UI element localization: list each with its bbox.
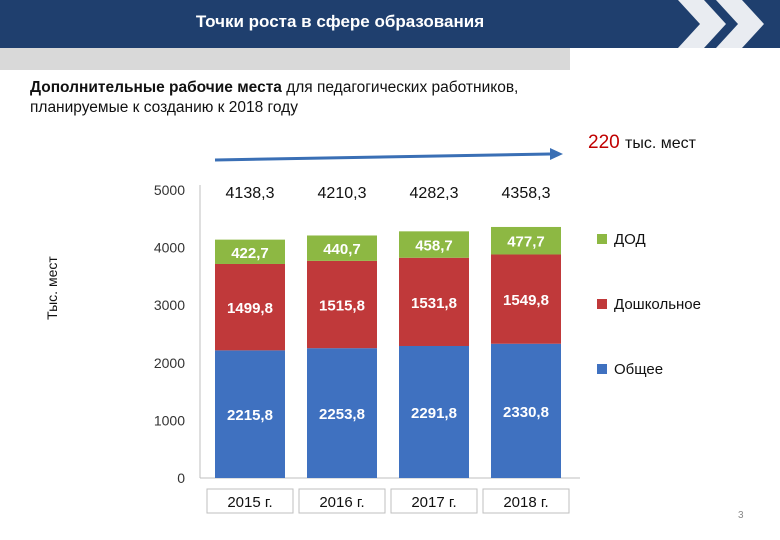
data-label: 440,7 [323, 241, 361, 258]
header-bar: Точки роста в сфере образования [0, 0, 780, 48]
x-tick-box [298, 488, 386, 514]
y-tick-label: 0 [177, 470, 185, 486]
bar-segment [491, 343, 561, 478]
bar-segment [307, 260, 377, 349]
data-label: 2291,8 [411, 405, 457, 422]
header-strip [0, 48, 570, 70]
x-tick-box [482, 488, 570, 514]
chevron-right-icon [678, 0, 764, 48]
bar-segment [399, 231, 469, 258]
legend-label: Общее [614, 361, 663, 378]
subtitle-bold: Дополнительные рабочие места [30, 79, 282, 96]
bar-segment [491, 254, 561, 344]
legend-swatch [597, 299, 607, 309]
trend-arrow-head [550, 148, 563, 160]
data-label: 2253,8 [319, 406, 365, 423]
bar-total-label: 4138,3 [226, 185, 275, 202]
legend-label: ДОД [614, 231, 646, 248]
bar-segment [307, 235, 377, 261]
data-label: 1515,8 [319, 298, 365, 315]
legend-swatch [597, 364, 607, 374]
legend-swatch [597, 234, 607, 244]
x-tick-label: 2016 г. [319, 494, 364, 511]
legend-label: Дошкольное [614, 296, 701, 313]
total-unit: тыс. мест [624, 135, 696, 152]
bar-segment [399, 257, 469, 346]
y-tick-label: 2000 [154, 355, 185, 371]
subtitle: Дополнительные рабочие места для педагог… [30, 78, 550, 118]
data-label: 477,7 [507, 234, 545, 251]
trend-arrow-line [214, 152, 551, 162]
bar-segment [215, 350, 285, 478]
y-tick-label: 3000 [154, 297, 185, 313]
x-tick-label: 2018 г. [503, 494, 548, 511]
bar-total-label: 4210,3 [318, 185, 367, 202]
y-tick-label: 5000 [154, 182, 185, 198]
page-number: 3 [738, 510, 744, 521]
data-label: 422,7 [231, 245, 269, 262]
bar-segment [491, 226, 561, 255]
data-label: 2215,8 [227, 407, 273, 424]
data-label: 2330,8 [503, 404, 549, 421]
page-title: Точки роста в сфере образования [195, 12, 485, 31]
bar-total-label: 4282,3 [410, 185, 459, 202]
total-increase: 220 тыс. мест [588, 132, 696, 154]
x-tick-box [206, 488, 294, 514]
bar-segment [307, 348, 377, 478]
x-tick-box [390, 488, 478, 514]
y-tick-label: 1000 [154, 412, 185, 428]
data-label: 1499,8 [227, 300, 273, 317]
bar-segment [215, 263, 285, 351]
bar-total-label: 4358,3 [502, 185, 551, 202]
data-label: 1531,8 [411, 295, 457, 312]
bar-segment [399, 345, 469, 478]
y-tick-label: 4000 [154, 240, 185, 256]
total-value: 220 [588, 132, 620, 153]
bar-segment [215, 239, 285, 264]
subtitle-rest: для педагогических работников, планируем… [30, 79, 519, 116]
x-tick-label: 2017 г. [411, 494, 456, 511]
data-label: 458,7 [415, 238, 453, 255]
data-label: 1549,8 [503, 292, 549, 309]
x-tick-label: 2015 г. [227, 494, 272, 511]
